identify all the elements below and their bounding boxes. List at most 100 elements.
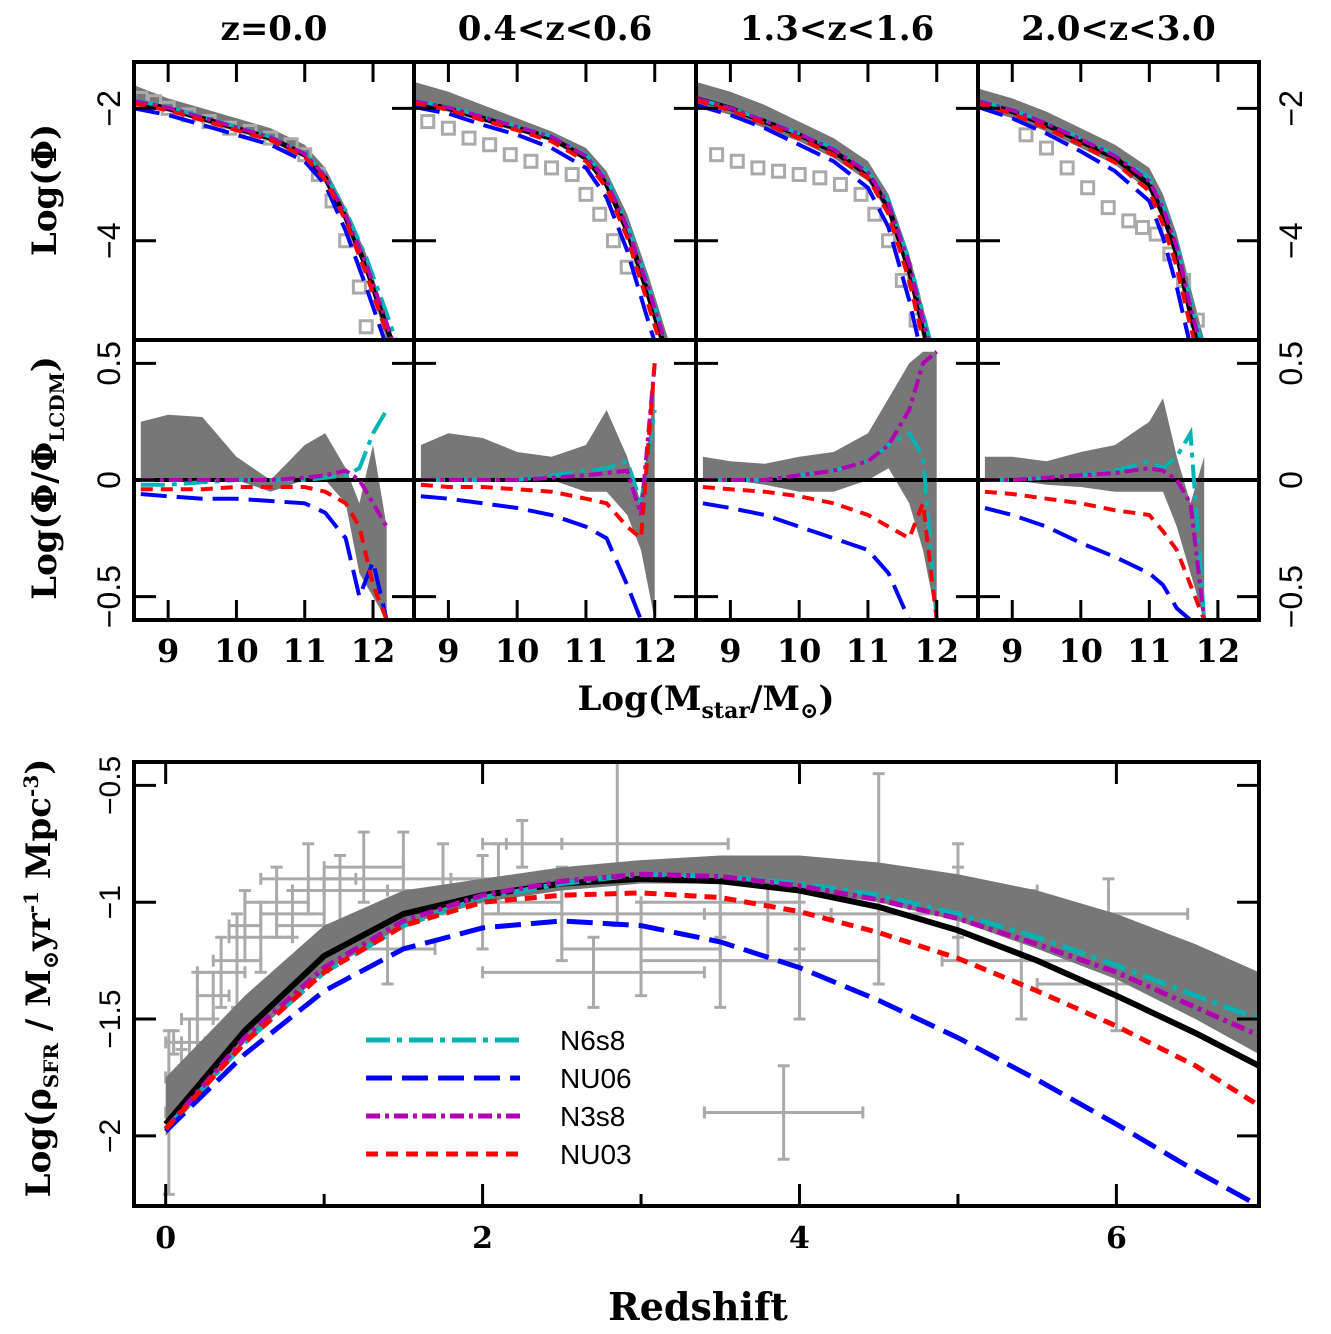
legend-label-NU06: NU06	[560, 1063, 632, 1094]
obs-point	[1061, 162, 1073, 174]
sfr-x-tick-label: 0	[155, 1221, 176, 1256]
ratio-band	[703, 352, 937, 620]
obs-point	[546, 162, 558, 174]
series-NU06	[696, 105, 937, 406]
obs-point	[752, 162, 764, 174]
x-tick-label: 12	[351, 632, 396, 670]
obs-point	[834, 178, 846, 190]
y-tick-label-left: −4	[91, 222, 127, 258]
obs-point	[731, 155, 743, 167]
obs-errorbar	[641, 914, 799, 1007]
ratio-panel-0: 9 10 11 12	[134, 340, 414, 670]
ratio-panels: 9 10 11 12 9 10 11 12 9 10 11 12 9 10 11 12−0.5 −0.50 00.…	[91, 340, 1309, 670]
ratio-y-tick-label-left: 0	[91, 471, 127, 489]
sfr-x-tick-label: 6	[1106, 1221, 1127, 1256]
obs-point	[1041, 142, 1053, 154]
smf-panel-0	[134, 62, 414, 386]
ratio-panel-3: 9 10 11 12	[978, 340, 1259, 670]
obs-point	[1102, 202, 1114, 214]
obs-point	[793, 169, 805, 181]
x-tick-label: 10	[1059, 632, 1104, 670]
y-tick-label-left: −2	[91, 90, 127, 126]
smf-panel-3	[978, 62, 1259, 400]
series-NU03	[696, 100, 937, 393]
series-N3s8	[414, 101, 682, 376]
obs-point	[463, 132, 475, 144]
legend-label-NU03: NU03	[560, 1139, 632, 1170]
x-tick-label: 9	[719, 632, 741, 670]
series-NU06	[414, 107, 682, 406]
ratio-y-tick-label-right: 0	[1273, 471, 1309, 489]
ratio-y-tick-label-right: 0.5	[1273, 341, 1309, 385]
x-tick-label: 12	[632, 632, 677, 670]
lower-x-axis-label: Redshift	[608, 1284, 788, 1329]
obs-point	[504, 149, 516, 161]
obs-point	[525, 155, 537, 167]
obs-errorbar	[704, 1066, 862, 1159]
obs-point	[580, 188, 592, 200]
upper-y-axis-label: Log(Φ)	[25, 124, 65, 256]
legend-label-N3s8: N3s8	[560, 1101, 625, 1132]
sfr-density-panel: 0 2 4 6 −2 −1.5 −1 −0.5 N6s8 NU06 N3s8 NU03	[94, 756, 1259, 1256]
legend-label-N6s8: N6s8	[560, 1025, 625, 1056]
ratio-panel-2: 9 10 11 12	[696, 340, 978, 670]
obs-point	[442, 122, 454, 134]
ratio-series-NU06	[421, 496, 655, 620]
sfr-x-tick-label: 2	[472, 1221, 493, 1256]
obs-point	[855, 188, 867, 200]
obs-point	[814, 172, 826, 184]
ratio-series-NU06	[703, 503, 937, 620]
obs-point	[594, 208, 606, 220]
obs-point	[566, 169, 578, 181]
x-tick-label: 11	[846, 632, 891, 670]
x-tick-label: 10	[777, 632, 822, 670]
ratio-y-tick-label-left: −0.5	[91, 565, 127, 628]
panel-title-2: 1.3<z<1.6	[740, 9, 935, 49]
x-tick-label: 10	[214, 632, 259, 670]
obs-point	[773, 165, 785, 177]
x-tick-label: 10	[495, 632, 540, 670]
obs-point	[1020, 129, 1032, 141]
sfr-x-tick-label: 4	[789, 1221, 810, 1256]
stellar-mass-function-panels: −2 −2 −4 −4	[91, 62, 1309, 406]
smf-panel-1	[414, 62, 696, 406]
ratio-band	[421, 387, 655, 620]
panel-title-1: 0.4<z<0.6	[458, 9, 653, 49]
upper-x-axis-label: Log(Mstar/M⊙)	[577, 679, 834, 724]
obs-errorbar	[261, 891, 324, 938]
x-tick-label: 11	[564, 632, 609, 670]
x-tick-label: 11	[282, 632, 327, 670]
ratio-y-tick-label-right: −0.5	[1273, 565, 1309, 628]
x-tick-label: 9	[1001, 632, 1023, 670]
x-tick-label: 11	[1127, 632, 1172, 670]
x-tick-label: 9	[157, 632, 179, 670]
obs-point	[1082, 182, 1094, 194]
x-tick-label: 9	[437, 632, 459, 670]
series-N6s8	[414, 100, 682, 373]
panel-title-0: z=0.0	[221, 9, 328, 49]
obs-point	[360, 321, 372, 333]
ratio-series-NU06	[985, 508, 1204, 620]
ratio-band	[985, 398, 1204, 620]
sfr-y-tick-label: −2	[94, 1119, 127, 1153]
ratio-y-tick-label-left: 0.5	[91, 341, 127, 385]
obs-point	[1123, 215, 1135, 227]
sfr-y-tick-label: −1	[94, 885, 127, 919]
legend: N6s8 NU06 N3s8 NU03	[366, 1025, 632, 1170]
obs-point	[607, 235, 619, 247]
sfr-y-tick-label: −1.5	[94, 989, 127, 1048]
obs-point	[353, 281, 365, 293]
ratio-panel-1: 9 10 11 12	[414, 340, 696, 670]
series-NU03	[414, 103, 682, 386]
y-tick-label-right: −2	[1273, 90, 1309, 126]
obs-point	[711, 149, 723, 161]
obs-point	[1136, 221, 1148, 233]
panel-title-3: 2.0<z<3.0	[1021, 9, 1216, 49]
lower-y-axis-label: Log(ρSFR / M⊙yr-1 Mpc-3)	[19, 759, 64, 1198]
ratio-band	[141, 415, 387, 620]
x-tick-label: 12	[1196, 632, 1241, 670]
y-tick-label-right: −4	[1273, 222, 1309, 258]
ratio-y-axis-label: Log(Φ/ΦLCDM)	[25, 356, 69, 600]
sfr-y-tick-label: −0.5	[94, 756, 127, 815]
